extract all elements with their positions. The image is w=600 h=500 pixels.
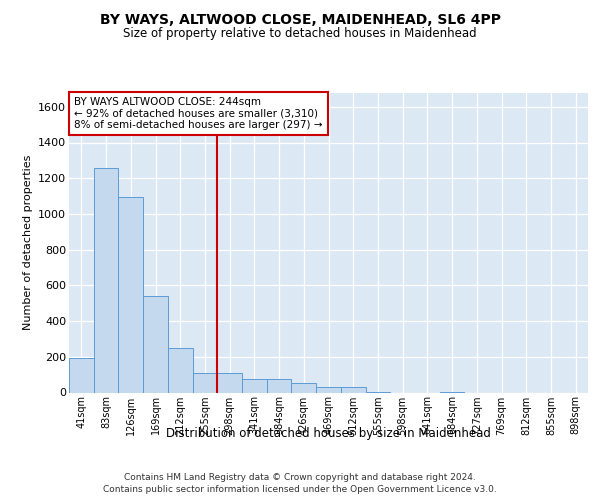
Text: Contains HM Land Registry data © Crown copyright and database right 2024.: Contains HM Land Registry data © Crown c… xyxy=(124,472,476,482)
Bar xyxy=(143,296,168,392)
Bar xyxy=(341,387,365,392)
Text: Size of property relative to detached houses in Maidenhead: Size of property relative to detached ho… xyxy=(123,28,477,40)
Y-axis label: Number of detached properties: Number of detached properties xyxy=(23,155,32,330)
Bar xyxy=(94,168,118,392)
Bar xyxy=(193,373,217,392)
Text: Distribution of detached houses by size in Maidenhead: Distribution of detached houses by size … xyxy=(166,428,491,440)
Text: Contains public sector information licensed under the Open Government Licence v3: Contains public sector information licen… xyxy=(103,485,497,494)
Bar xyxy=(292,382,316,392)
Bar xyxy=(118,197,143,392)
Bar xyxy=(267,379,292,392)
Bar xyxy=(69,358,94,392)
Text: BY WAYS ALTWOOD CLOSE: 244sqm
← 92% of detached houses are smaller (3,310)
8% of: BY WAYS ALTWOOD CLOSE: 244sqm ← 92% of d… xyxy=(74,97,323,130)
Bar xyxy=(217,373,242,392)
Bar xyxy=(168,348,193,393)
Bar xyxy=(316,387,341,392)
Text: BY WAYS, ALTWOOD CLOSE, MAIDENHEAD, SL6 4PP: BY WAYS, ALTWOOD CLOSE, MAIDENHEAD, SL6 … xyxy=(100,12,500,26)
Bar xyxy=(242,379,267,392)
